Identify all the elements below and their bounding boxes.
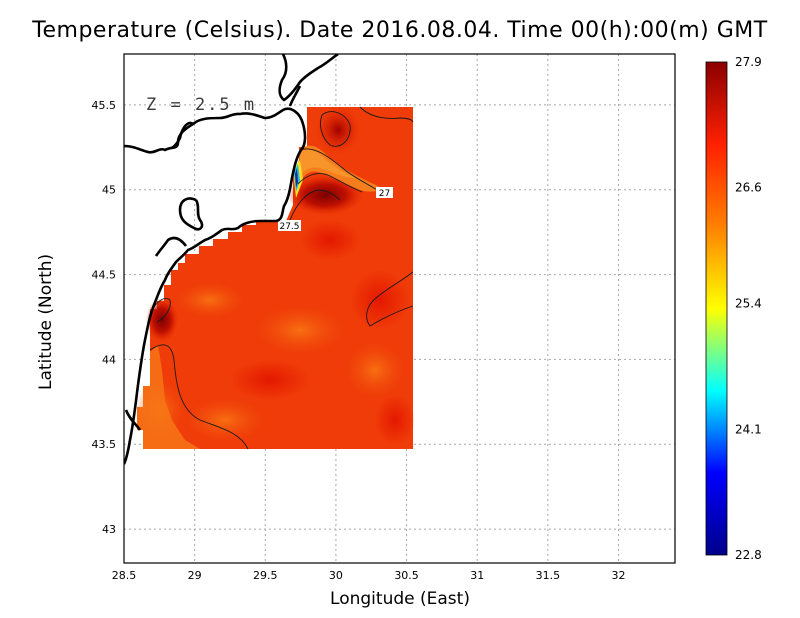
colorbar-tick-label: 22.8 [735,548,762,562]
contour-line [366,271,414,327]
colorbar-tick-label: 25.4 [735,297,762,311]
warm-core [146,298,178,342]
warm-blotch [175,282,245,318]
contour-line [289,189,341,221]
y-tick-labels: 43 43.5 44 44.5 45 45.5 [92,99,117,536]
coastline-path [178,197,204,231]
plot-frame [123,53,676,564]
contour-line [319,111,351,147]
red-blotch [300,220,360,260]
y-tick-label: 45 [102,184,116,197]
coastline-path [171,121,194,150]
colorbar-tick-label: 27.9 [735,55,762,69]
y-tick-label: 44.5 [92,269,117,282]
colorbar-tick-label: 26.6 [735,181,762,195]
coastline [124,54,339,465]
cool-band [300,149,356,178]
x-axis-label: Longitude (East) [330,589,470,609]
contour-line [359,106,414,123]
chart-title: Temperature (Celsius). Date 2016.08.04. … [32,18,768,43]
coastline-path [154,236,188,257]
y-axis-label: Latitude (North) [36,253,56,390]
x-tick-label: 29 [188,569,202,582]
colorbar-tick-label: 24.1 [735,422,762,436]
river-plume [295,168,298,188]
x-tick-label: 28.5 [112,569,137,582]
warm-blotch [185,398,265,442]
y-tick-label: 45.5 [92,99,117,112]
coastline-path [124,107,307,465]
warm-blotch [255,305,345,355]
x-tick-label: 30 [329,569,343,582]
contour-line [149,344,249,450]
coastline-path [288,85,302,107]
x-tick-label: 31 [470,569,484,582]
contour-label: 27.5 [279,222,299,232]
warm-blotch [345,342,405,398]
y-tick-label: 44 [102,353,116,366]
contour-lines [149,106,414,450]
x-tick-label: 29.5 [253,569,278,582]
coastal-band [137,345,200,449]
colorbar [705,61,728,556]
x-tick-labels: 28.5 29 29.5 30 30.5 31 31.5 32 [112,569,626,582]
contour-label-bg [278,220,301,231]
contour-line [297,173,363,193]
contour-line [299,148,381,193]
contour-label-bg [376,187,393,198]
y-tick-label: 43.5 [92,438,117,451]
x-tick-label: 31.5 [536,569,561,582]
contour-label: 27 [379,189,390,199]
contour-label-group: 27 27.5 [278,187,393,232]
coastline-path [278,54,339,102]
colorbar-tick-labels: 22.8 24.1 25.4 26.6 27.9 [735,55,762,562]
red-blotch [350,270,410,330]
x-tick-label: 30.5 [394,569,419,582]
contour-line [151,298,171,323]
red-blotch [230,360,310,400]
y-tick-label: 43 [102,523,116,536]
warm-core [287,175,363,215]
depth-label: Z = 2.5 m [146,95,256,115]
x-tick-label: 32 [611,569,625,582]
red-blotch [375,395,415,445]
coastline-path [124,409,142,431]
temperature-field: 27 27.5 [135,106,415,450]
